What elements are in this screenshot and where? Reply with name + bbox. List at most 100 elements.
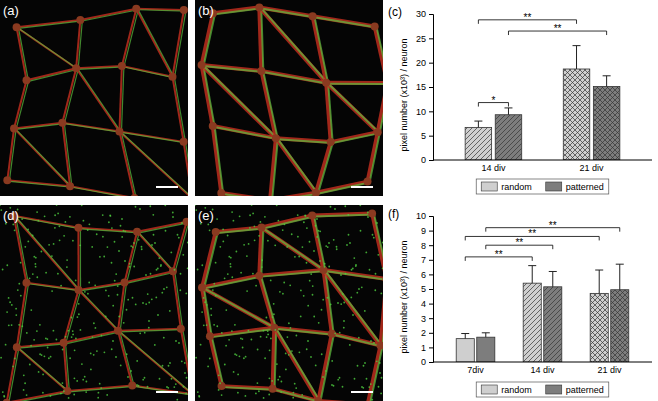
synapse-dot (370, 340, 372, 342)
soma (133, 228, 141, 236)
neurite (261, 277, 276, 329)
synapse-dot (300, 290, 302, 292)
soma (183, 218, 188, 226)
synapse-dot (68, 330, 70, 332)
y-tick: 5 (421, 284, 433, 294)
synapse-dot (126, 309, 128, 311)
synapse-dot (266, 336, 268, 338)
image-panel: (d) (0, 204, 196, 401)
neurite (175, 223, 188, 272)
synapse-dot (276, 205, 278, 206)
soma (3, 399, 11, 401)
synapse-dot (266, 317, 268, 319)
soma (72, 64, 80, 72)
synapse-dot (53, 243, 55, 245)
synapse-dot (115, 273, 117, 275)
synapse-dot (279, 376, 281, 378)
synapse-dot (121, 218, 123, 220)
neurite (263, 72, 277, 139)
x-tick-label: 21 div (597, 365, 622, 375)
panel-label: (a) (3, 3, 19, 18)
neurite (118, 331, 188, 394)
synapse-dot (65, 221, 67, 223)
synapse-dot (50, 395, 52, 397)
synapse-dot (6, 264, 8, 266)
synapse-dot (112, 340, 114, 342)
synapse-dot (174, 269, 176, 271)
synapse-dot (153, 234, 155, 236)
synapse-dot (260, 221, 262, 223)
neurite (174, 78, 185, 143)
synapse-dot (94, 284, 96, 286)
synapse-dot (33, 339, 35, 341)
synapse-dot (126, 353, 128, 355)
synapse-dot (337, 302, 339, 304)
synapse-dot (380, 393, 382, 395)
synapse-dot (168, 365, 170, 367)
neurite (314, 214, 374, 216)
y-tick-label: 4 (421, 299, 426, 309)
synapse-dot (30, 345, 32, 347)
synapse-dot (213, 283, 215, 285)
synapse-dot (269, 377, 271, 379)
synapse-dot (363, 365, 365, 367)
image-background (195, 205, 383, 401)
synapse-dot (165, 230, 167, 232)
y-tick: 10 (416, 107, 433, 117)
neurite (120, 283, 126, 331)
synapse-dot (114, 280, 116, 282)
y-tick: 15 (416, 82, 433, 92)
synapse-dot (69, 357, 71, 359)
neurite (173, 222, 187, 271)
neurite (263, 72, 328, 84)
synapse-dot (312, 285, 314, 287)
synapse-dot (5, 223, 7, 225)
neurite (82, 10, 138, 21)
synapse-dot (288, 354, 290, 356)
synapse-dot (375, 273, 377, 275)
synapse-dot (161, 292, 163, 294)
neurite (318, 143, 333, 194)
y-tick: 2 (421, 328, 433, 338)
synapse-dot (32, 273, 34, 275)
synapse-dot (316, 236, 318, 238)
synapse-dot (139, 208, 141, 210)
error-stem (576, 46, 577, 69)
synapse-dot (231, 330, 233, 332)
synapse-dot (24, 382, 26, 384)
neurite (202, 232, 216, 288)
synapse-dot (379, 372, 381, 374)
synapse-dot (330, 304, 332, 306)
synapse-dot (48, 244, 50, 246)
neurite (62, 123, 119, 132)
significance-label: ** (524, 12, 532, 23)
synapse-dot (339, 377, 341, 379)
synapse-dot (209, 358, 211, 360)
synapse-dot (252, 213, 254, 215)
synapse-dot (303, 221, 305, 223)
synapse-dot (87, 293, 89, 295)
annotations: ******** (465, 220, 620, 261)
synapse-dot (130, 245, 132, 247)
neurite (80, 229, 139, 233)
synapse-dot (159, 378, 161, 380)
synapse-dot (91, 246, 93, 248)
synapse-dot (370, 383, 372, 385)
plot-marks (456, 264, 629, 362)
synapse-dot (120, 365, 122, 367)
synapse-dot (106, 394, 108, 396)
x-tick: 14 div (481, 163, 506, 173)
neurite (137, 222, 187, 232)
neurite (19, 21, 83, 28)
synapse-dot (349, 242, 351, 244)
synapse-dot (154, 344, 156, 346)
synapse-dot (276, 363, 278, 365)
y-tick-label: 5 (421, 131, 426, 141)
y-tick-label: 10 (416, 211, 426, 221)
synapse-dot (240, 272, 242, 274)
synapse-dot (321, 309, 323, 311)
neurite (16, 124, 64, 130)
synapse-dot (59, 239, 61, 241)
synapse-dot (197, 391, 199, 393)
synapse-dot (26, 394, 28, 396)
